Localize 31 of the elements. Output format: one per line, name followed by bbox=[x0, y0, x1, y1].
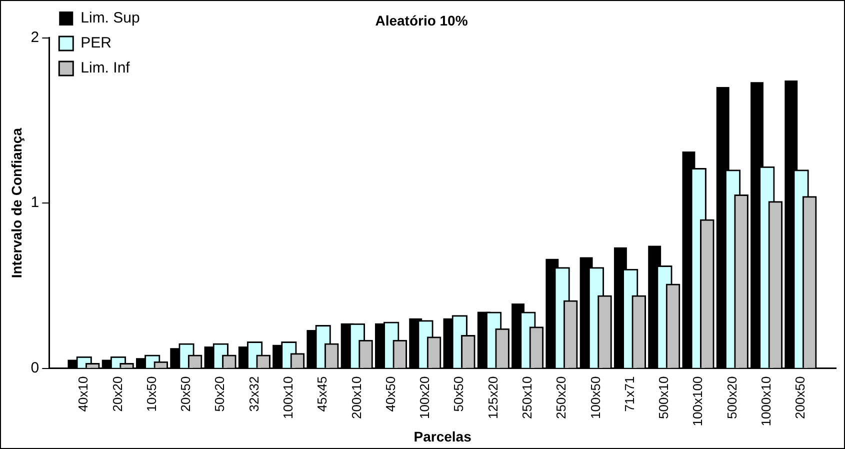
x-tick-label: 40x10 bbox=[76, 376, 91, 412]
legend-label: Lim. Inf bbox=[80, 60, 131, 77]
x-tick-label: 500x10 bbox=[656, 376, 672, 419]
legend-label: Lim. Sup bbox=[80, 10, 140, 27]
x-tick-label: 500x20 bbox=[724, 376, 740, 419]
y-tick-label: 0 bbox=[30, 359, 40, 376]
x-tick-label: 20x50 bbox=[178, 376, 194, 412]
x-tick-label: 20x20 bbox=[110, 376, 125, 412]
x-tick-label: 50x20 bbox=[212, 376, 228, 412]
x-tick-label: 10x50 bbox=[144, 376, 159, 412]
x-tick-label: 45x45 bbox=[314, 376, 330, 412]
x-tick-label: 71x71 bbox=[622, 376, 637, 412]
x-tick-label: 40x50 bbox=[382, 376, 398, 412]
x-tick-label: 1000x10 bbox=[758, 376, 774, 426]
x-tick-label: 100x10 bbox=[280, 376, 296, 419]
legend-label: PER bbox=[80, 34, 112, 52]
x-tick-label: 250x20 bbox=[554, 376, 569, 419]
x-tick-label: 200x10 bbox=[348, 376, 364, 419]
x-tick-label: 100x100 bbox=[690, 376, 706, 426]
x-tick-label: 125x20 bbox=[485, 376, 500, 419]
x-tick-label: 50x50 bbox=[451, 376, 466, 412]
x-axis-title: Parcelas bbox=[414, 428, 472, 444]
x-tick-label: 32x32 bbox=[246, 376, 262, 412]
x-tick-label: 200x50 bbox=[792, 376, 808, 419]
chart-title: Aleatório 10% bbox=[375, 12, 468, 28]
y-tick-label: 2 bbox=[30, 28, 40, 46]
y-axis-title: Intervalo de Confiança bbox=[8, 128, 24, 278]
x-tick-label: 100x50 bbox=[588, 376, 603, 419]
y-tick-label: 1 bbox=[30, 194, 40, 212]
x-tick-label: 250x10 bbox=[520, 376, 534, 419]
x-tick-label: 100x20 bbox=[417, 376, 432, 419]
